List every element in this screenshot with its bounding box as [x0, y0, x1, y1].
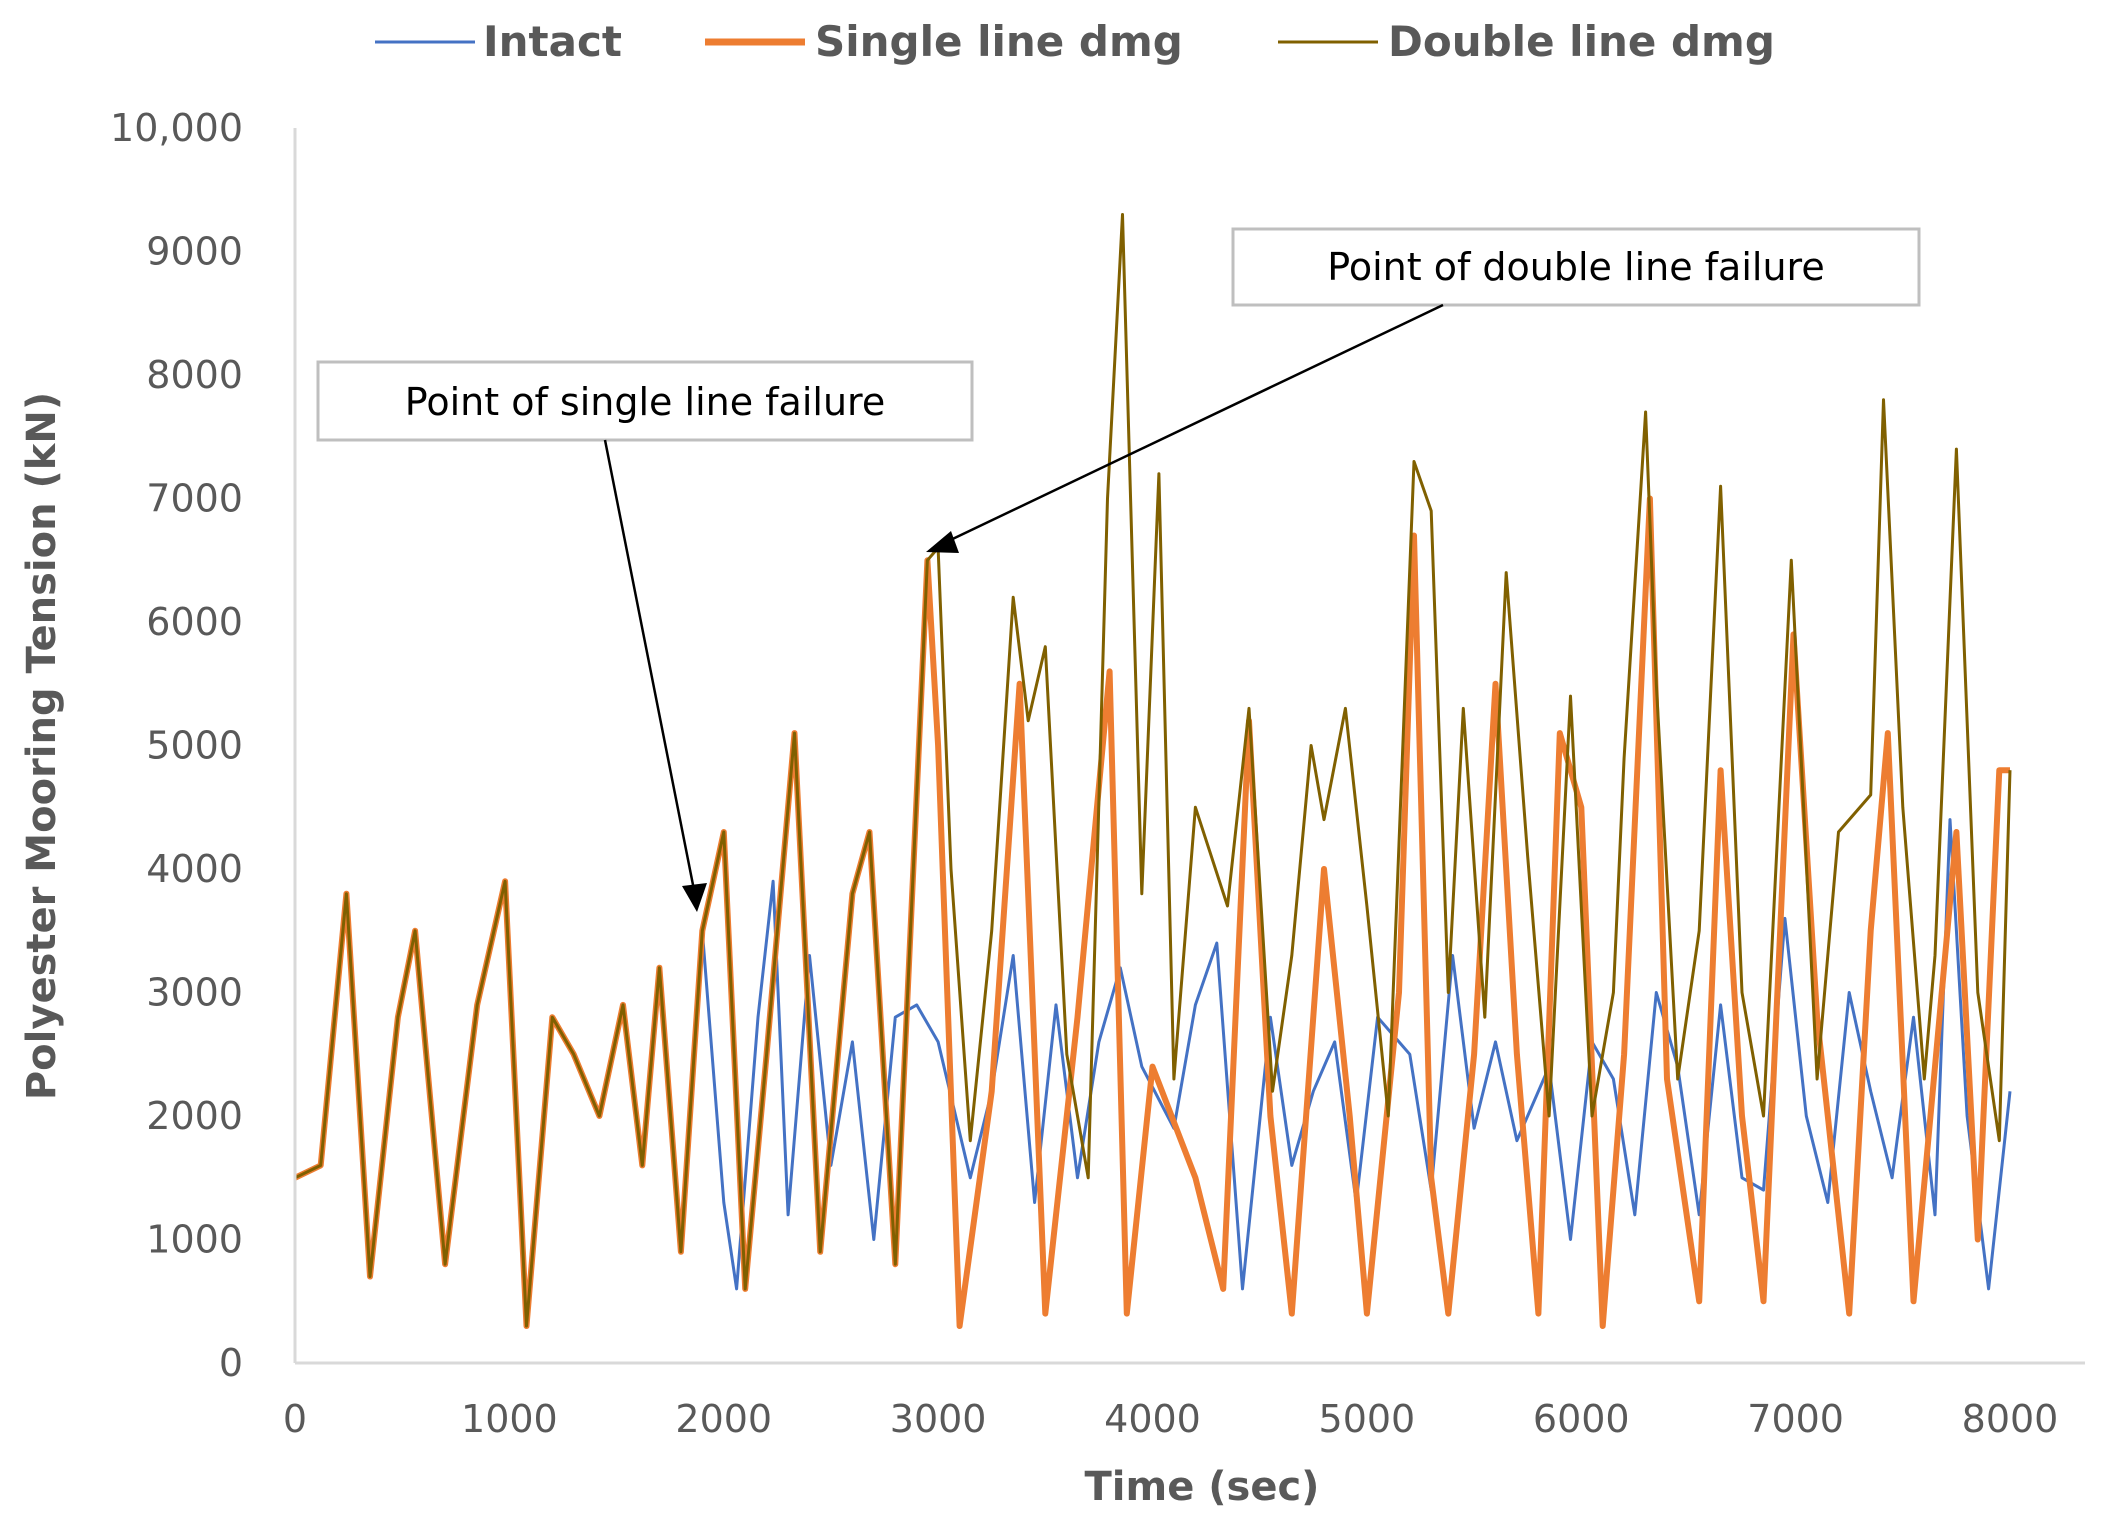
series-layer	[293, 213, 2012, 1329]
x-tick-label: 8000	[1962, 1397, 2059, 1441]
annotation-double-text: Point of double line failure	[1327, 245, 1824, 289]
series-line-double-line-dmg	[294, 213, 2012, 1328]
y-tick-label: 2000	[146, 1094, 243, 1138]
annotation-double-arrowhead	[926, 531, 959, 553]
annotation-single-arrow	[603, 439, 697, 896]
x-tick-label: 2000	[675, 1397, 772, 1441]
x-tick-label: 0	[283, 1397, 307, 1441]
y-tick-label: 4000	[146, 847, 243, 891]
annotation-single-line-failure: Point of single line failure	[316, 360, 974, 912]
legend-label-intact: Intact	[483, 17, 622, 66]
x-tick-label: 4000	[1104, 1397, 1201, 1441]
y-tick-label: 9000	[146, 230, 243, 274]
x-tick-label: 1000	[461, 1397, 558, 1441]
annotation-double-arrow	[939, 303, 1444, 547]
y-tick-label: 3000	[146, 971, 243, 1015]
annotation-single-text: Point of single line failure	[405, 380, 885, 424]
y-axis-title: Polyester Mooring Tension (kN)	[19, 392, 65, 1100]
x-axis-title: Time (sec)	[1085, 1464, 1320, 1510]
legend-label-double-line-dmg: Double line dmg	[1388, 17, 1775, 66]
y-tick-label: 1000	[146, 1218, 243, 1262]
x-tick-label: 7000	[1747, 1397, 1844, 1441]
y-tick-labels: 0 1000 2000 3000 4000 5000 6000 7000 8000 9000 10,…	[110, 106, 243, 1385]
y-tick-label: 8000	[146, 353, 243, 397]
y-tick-label: 7000	[146, 477, 243, 521]
legend: Intact Single line dmg Double line dmg	[375, 17, 1775, 66]
annotation-single-arrowhead	[682, 883, 707, 912]
y-tick-label: 6000	[146, 600, 243, 644]
y-tick-label: 5000	[146, 724, 243, 768]
x-tick-labels: 0 1000 2000 3000 4000 5000 6000 7000 8000	[283, 1397, 2058, 1441]
y-tick-label: 10,000	[110, 106, 243, 150]
annotation-double-box	[1231, 227, 1921, 307]
y-tick-label: 0	[219, 1341, 243, 1385]
annotation-double-line-failure: Point of double line failure	[926, 227, 1921, 553]
annotation-single-box	[316, 360, 974, 442]
legend-label-single-line-dmg: Single line dmg	[815, 17, 1183, 66]
x-tick-label: 3000	[890, 1397, 987, 1441]
x-tick-label: 5000	[1319, 1397, 1416, 1441]
x-tick-label: 6000	[1533, 1397, 1630, 1441]
axes	[293, 128, 2085, 1365]
